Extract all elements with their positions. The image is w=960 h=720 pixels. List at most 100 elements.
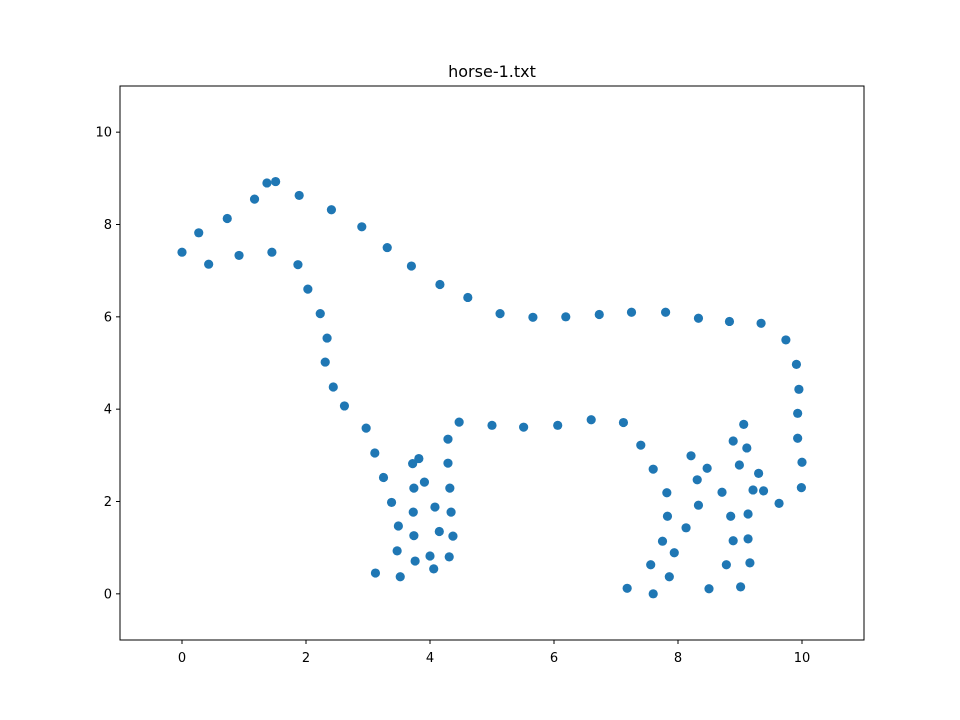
data-point (742, 443, 752, 453)
data-point (204, 259, 214, 269)
data-point (271, 176, 281, 187)
x-tick-label: 6 (550, 651, 558, 666)
data-point (303, 284, 313, 294)
data-point (448, 531, 458, 541)
data-point (425, 551, 435, 561)
y-tick-label: 4 (104, 403, 112, 418)
data-point (395, 572, 405, 582)
data-point (618, 417, 629, 428)
data-point (743, 509, 753, 519)
y-tick-label: 6 (104, 310, 112, 325)
data-point (357, 222, 367, 232)
data-point (393, 521, 403, 531)
data-point (662, 511, 673, 521)
data-point (553, 420, 563, 430)
data-point (728, 536, 738, 546)
data-point (781, 335, 791, 345)
data-point (626, 307, 637, 317)
data-point (414, 453, 424, 464)
data-point (743, 534, 753, 544)
data-point (748, 485, 758, 495)
data-point (262, 178, 272, 188)
data-point (646, 560, 656, 570)
data-point (487, 420, 497, 430)
x-tick-label: 4 (426, 651, 434, 666)
data-point (410, 556, 420, 566)
data-point (657, 536, 668, 546)
data-point (796, 483, 806, 493)
data-point (339, 401, 350, 411)
data-point (717, 487, 727, 497)
plot-area-frame (119, 85, 865, 641)
data-point (445, 483, 455, 493)
chart-title: horse-1.txt (448, 62, 536, 81)
data-point (443, 458, 453, 468)
data-point (561, 312, 571, 322)
data-point (293, 260, 303, 270)
data-point (686, 451, 696, 461)
data-point (662, 488, 672, 498)
data-point (328, 382, 338, 392)
data-point (519, 422, 529, 432)
data-point (669, 548, 679, 558)
data-point (234, 250, 244, 261)
y-tick-label: 2 (104, 495, 112, 510)
y-axis-ticks: 0 2 4 6 8 10 (95, 126, 120, 602)
data-point (408, 459, 418, 469)
data-point (322, 333, 332, 343)
data-point (721, 560, 731, 570)
data-point (693, 313, 704, 323)
data-point (434, 526, 444, 537)
data-point (454, 417, 464, 427)
data-point (724, 316, 735, 327)
data-point (429, 564, 439, 574)
data-point (758, 486, 769, 496)
data-point (756, 318, 766, 328)
data-point (463, 292, 473, 303)
data-point (734, 460, 744, 470)
data-point (222, 213, 232, 224)
x-tick-label: 2 (302, 651, 310, 666)
data-point (446, 507, 456, 517)
data-point (661, 307, 671, 317)
y-tick-label: 0 (104, 587, 112, 602)
data-point (435, 279, 445, 290)
data-point (361, 423, 371, 433)
data-point (392, 546, 402, 556)
data-point (797, 457, 807, 467)
data-point (378, 472, 389, 483)
data-point (419, 477, 430, 487)
data-point (739, 419, 749, 430)
data-point (194, 228, 204, 238)
data-point (774, 498, 784, 508)
data-point (326, 205, 337, 215)
data-point (728, 436, 738, 446)
data-point (443, 434, 453, 444)
data-point (636, 440, 646, 450)
data-point (622, 583, 632, 593)
data-point (664, 572, 674, 582)
data-point (726, 511, 736, 521)
data-point (408, 507, 418, 517)
data-point (315, 309, 325, 319)
data-point (586, 415, 596, 425)
data-point (794, 384, 804, 394)
data-point (320, 357, 330, 367)
x-axis-ticks: 0 2 4 6 8 10 (178, 640, 810, 666)
data-point (704, 584, 714, 594)
x-tick-label: 0 (178, 651, 186, 666)
data-point (294, 190, 304, 201)
data-point (382, 242, 392, 253)
data-point (528, 312, 538, 322)
x-tick-label: 8 (674, 651, 682, 666)
data-point (681, 523, 691, 533)
data-point (409, 483, 419, 493)
data-point (793, 433, 803, 443)
data-point (793, 408, 803, 418)
data-point (648, 589, 658, 599)
data-point (267, 247, 277, 257)
data-point (177, 247, 187, 257)
scatter-points (177, 176, 807, 599)
